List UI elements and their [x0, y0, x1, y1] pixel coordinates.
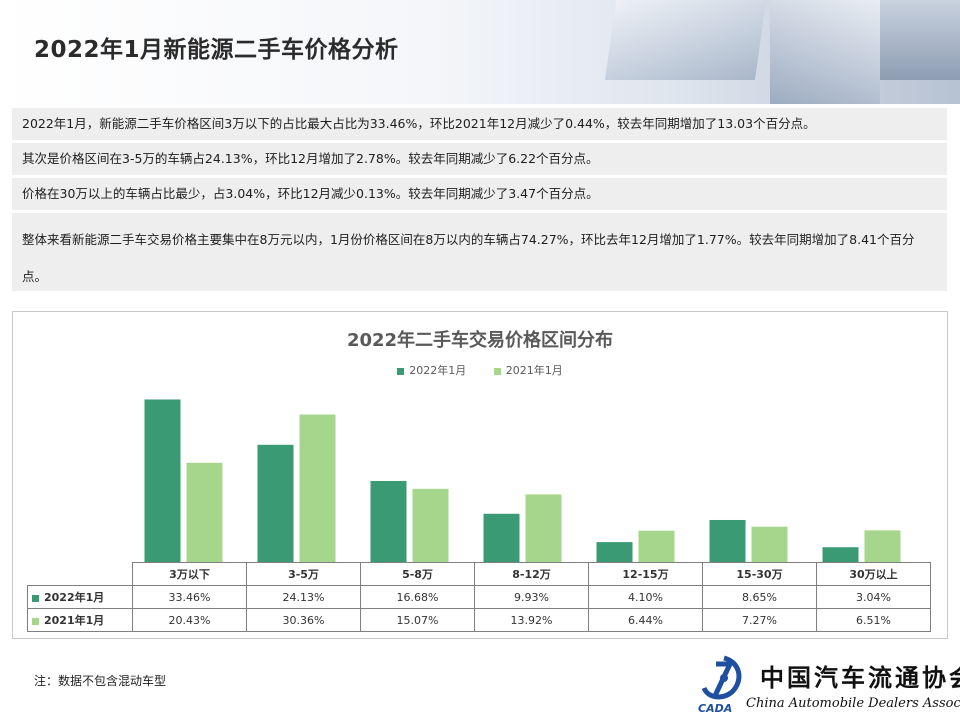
- series-name: 2021年1月: [44, 614, 105, 627]
- bar-2021-4: [638, 530, 675, 562]
- table-cell: 6.51%: [816, 608, 931, 632]
- chart-title: 2022年二手车交易价格区间分布: [346, 330, 614, 351]
- summary-line: 价格在30万以上的车辆占比最少，占3.04%，环比12月减少0.13%。较去年同…: [12, 178, 947, 210]
- table-row: 2022年1月 33.46% 24.13% 16.68% 9.93% 4.10%…: [27, 585, 931, 609]
- bar-2021-1: [299, 414, 336, 562]
- bar-2022-5: [709, 519, 746, 562]
- bar-2021-5: [751, 526, 788, 562]
- bar-2022-0: [144, 399, 181, 562]
- logo-cn-text: 中国汽车流通协会: [760, 663, 960, 692]
- table-cell: 15.07%: [360, 608, 475, 632]
- bar-2022-1: [257, 444, 294, 562]
- chart-container: 2022年二手车交易价格区间分布 2022年1月 2021年1月 3万以下 3-…: [12, 311, 948, 639]
- table-cell: 20.43%: [132, 608, 247, 632]
- legend-label: 2022年1月: [409, 364, 467, 377]
- series-key: [32, 617, 39, 625]
- legend-item-2021: 2021年1月: [493, 362, 563, 378]
- cada-logo: CADA 中国汽车流通协会 China Automobile Dealers A…: [694, 654, 960, 716]
- decorative-cube: [880, 0, 960, 80]
- bar-2021-2: [412, 488, 449, 562]
- table-cell: 7.27%: [702, 608, 817, 632]
- table-cell: 30.36%: [246, 608, 361, 632]
- summary-line: 其次是价格区间在3-5万的车辆占24.13%，环比12月增加了2.78%。较去年…: [12, 143, 947, 175]
- legend-swatch: [493, 367, 501, 375]
- legend-swatch: [397, 367, 405, 375]
- table-cell: 13.92%: [474, 608, 589, 632]
- table-corner: [27, 562, 133, 586]
- bar-2021-3: [525, 494, 562, 562]
- table-row: 2021年1月 20.43% 30.36% 15.07% 13.92% 6.44…: [27, 608, 931, 632]
- table-series-name: 2022年1月: [27, 585, 133, 609]
- table-category: 3万以下: [132, 562, 247, 586]
- bar-2021-0: [186, 462, 223, 562]
- table-cell: 3.04%: [816, 585, 931, 609]
- chart-legend: 2022年1月 2021年1月: [13, 362, 947, 378]
- table-cell: 4.10%: [588, 585, 703, 609]
- table-header-row: 3万以下 3-5万 5-8万 8-12万 12-15万 15-30万 30万以上: [27, 562, 931, 586]
- bar-2022-4: [596, 542, 633, 562]
- decorative-cube: [770, 0, 880, 104]
- table-cell: 24.13%: [246, 585, 361, 609]
- summary-line-text: 整体来看新能源二手车交易价格主要集中在8万元以内，1月份价格区间在8万以内的车辆…: [22, 232, 915, 284]
- series-key: [32, 594, 39, 602]
- table-cell: 6.44%: [588, 608, 703, 632]
- table-category: 30万以上: [816, 562, 931, 586]
- table-category: 15-30万: [702, 562, 817, 586]
- table-category: 8-12万: [474, 562, 589, 586]
- table-category: 3-5万: [246, 562, 361, 586]
- table-cell: 8.65%: [702, 585, 817, 609]
- legend-label: 2021年1月: [505, 364, 563, 377]
- table-category: 12-15万: [588, 562, 703, 586]
- table-cell: 16.68%: [360, 585, 475, 609]
- table-series-name: 2021年1月: [27, 608, 133, 632]
- decorative-cube: [604, 0, 770, 80]
- bar-plot: [144, 399, 901, 562]
- header-banner: 2022年1月新能源二手车价格分析: [0, 0, 960, 104]
- logo-abbr: CADA: [698, 702, 732, 715]
- summary-line: 整体来看新能源二手车交易价格主要集中在8万元以内，1月份价格区间在8万以内的车辆…: [12, 213, 947, 291]
- page-title: 2022年1月新能源二手车价格分析: [34, 37, 399, 63]
- bar-2022-3: [483, 513, 520, 562]
- summary-line: 2022年1月，新能源二手车价格区间3万以下的占比最大占比为33.46%，环比2…: [12, 108, 947, 140]
- bar-2021-6: [864, 530, 901, 562]
- chart-data-table: 3万以下 3-5万 5-8万 8-12万 12-15万 15-30万 30万以上…: [27, 562, 931, 632]
- logo-en-text: China Automobile Dealers Association: [746, 696, 960, 711]
- series-name: 2022年1月: [44, 591, 105, 604]
- bar-2022-2: [370, 480, 407, 562]
- table-cell: 9.93%: [474, 585, 589, 609]
- summary-text-block: 2022年1月，新能源二手车价格区间3万以下的占比最大占比为33.46%，环比2…: [12, 108, 947, 294]
- cada-logo-icon: CADA: [698, 655, 742, 715]
- footnote: 注：数据不包含混动车型: [34, 674, 167, 688]
- table-cell: 33.46%: [132, 585, 247, 609]
- legend-item-2022: 2022年1月: [397, 362, 466, 378]
- bar-2022-6: [822, 547, 859, 562]
- table-category: 5-8万: [360, 562, 475, 586]
